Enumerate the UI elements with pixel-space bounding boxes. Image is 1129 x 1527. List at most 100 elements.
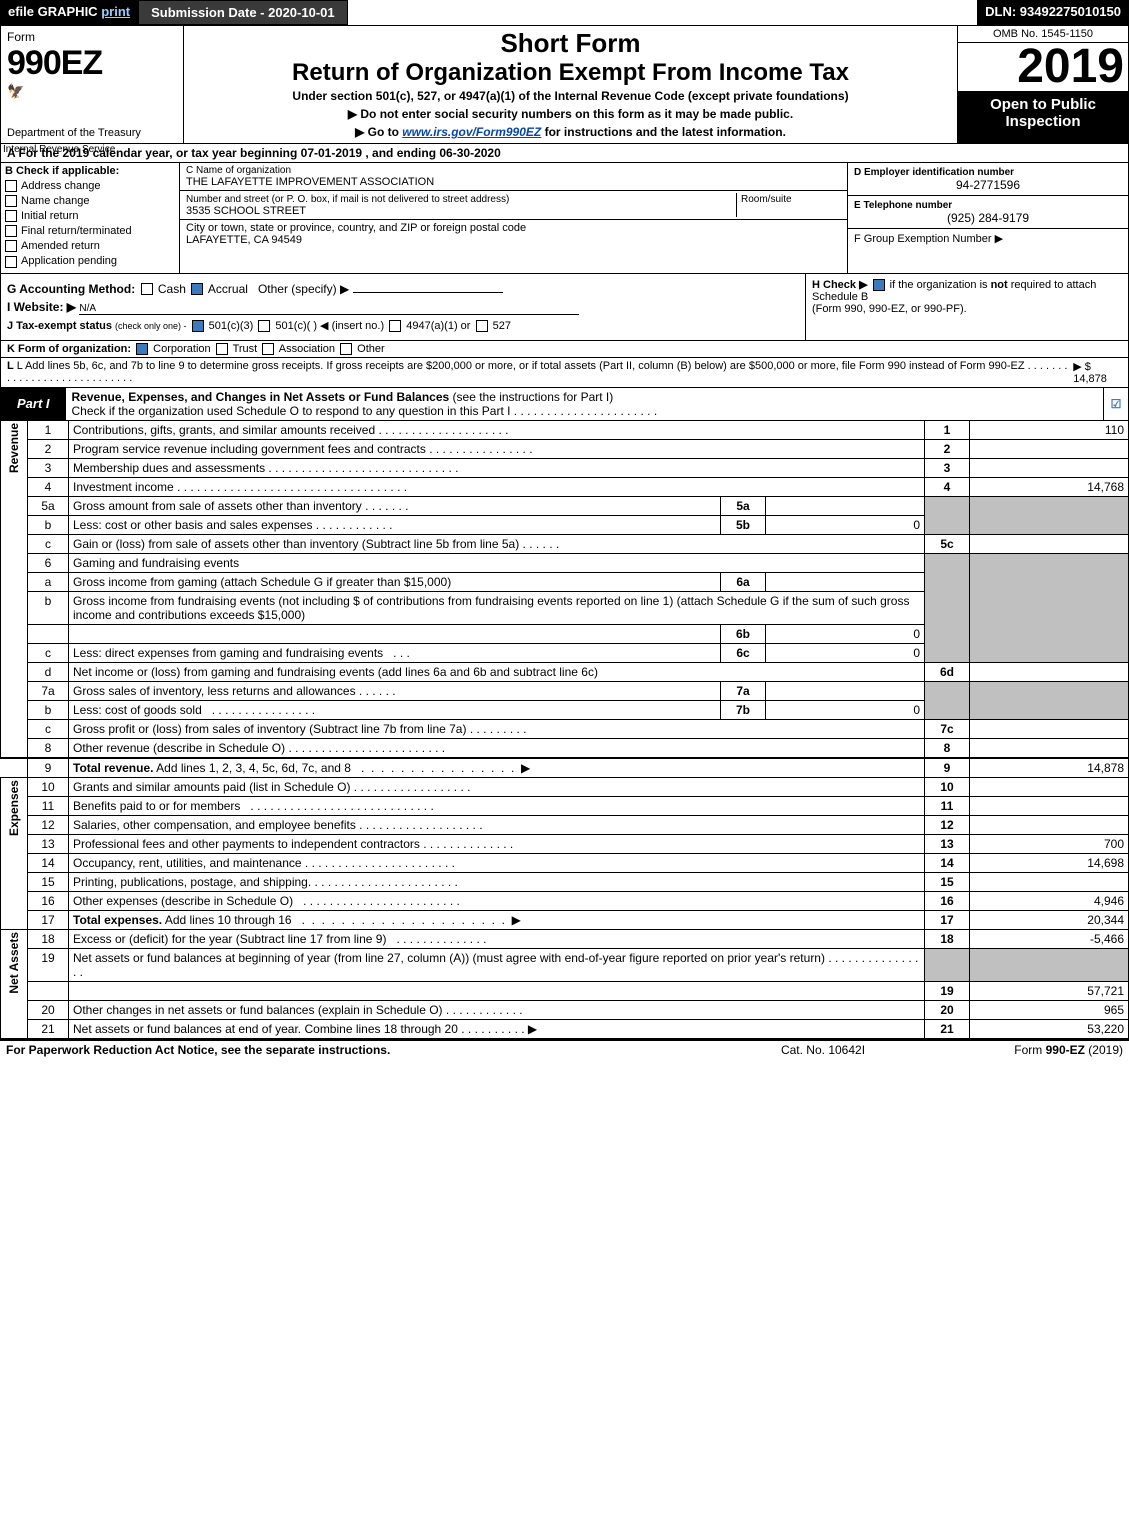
- row-13: 13 Professional fees and other payments …: [1, 834, 1129, 853]
- row-15: 15 Printing, publications, postage, and …: [1, 872, 1129, 891]
- k-label: K Form of organization:: [7, 343, 131, 355]
- l-text: L L Add lines 5b, 6c, and 7b to line 9 t…: [7, 360, 1073, 385]
- r5a-subval: [766, 496, 925, 515]
- city-label: City or town, state or province, country…: [186, 222, 526, 234]
- irs-label: Internal Revenue Service: [3, 145, 115, 155]
- r6b-subno: 6b: [721, 624, 766, 643]
- r5b-subval: 0: [766, 515, 925, 534]
- footer-left: For Paperwork Reduction Act Notice, see …: [6, 1043, 723, 1057]
- r18-colno: 18: [925, 929, 970, 948]
- city-row: City or town, state or province, country…: [180, 220, 847, 273]
- part1-label: Part I: [1, 388, 66, 420]
- g-label: G Accounting Method:: [7, 282, 135, 296]
- r6c-no: c: [28, 643, 69, 662]
- chk-cash[interactable]: [141, 283, 153, 295]
- lbl-other-k: Other: [357, 343, 385, 355]
- lbl-527: 527: [493, 320, 511, 332]
- chk-pending[interactable]: Application pending: [5, 255, 175, 267]
- r12-desc: Salaries, other compensation, and employ…: [69, 815, 925, 834]
- r6c-desc: Less: direct expenses from gaming and fu…: [69, 643, 721, 662]
- org-name-label: C Name of organization: [186, 165, 841, 176]
- r7-grey-val: [970, 681, 1129, 719]
- website-input[interactable]: N/A: [79, 300, 579, 315]
- box-b-heading: B Check if applicable:: [5, 165, 175, 177]
- r7b-subno: 7b: [721, 700, 766, 719]
- r6-grey-val: [970, 553, 1129, 662]
- h-right: H Check ▶ if the organization is not req…: [805, 274, 1128, 340]
- r17-val: 20,344: [970, 910, 1129, 929]
- r8-no: 8: [28, 738, 69, 758]
- r16-no: 16: [28, 891, 69, 910]
- r7b-subval: 0: [766, 700, 925, 719]
- goto-pre: ▶ Go to: [355, 125, 402, 139]
- j-row: J Tax-exempt status (check only one) - 5…: [7, 319, 799, 332]
- short-form: Short Form: [190, 28, 951, 59]
- chk-final[interactable]: Final return/terminated: [5, 225, 175, 237]
- chk-accrual[interactable]: [191, 283, 203, 295]
- r6d-no: d: [28, 662, 69, 681]
- netassets-label: Net Assets: [1, 929, 28, 1038]
- r6b-subval: 0: [766, 624, 925, 643]
- l-line: L L Add lines 5b, 6c, and 7b to line 9 t…: [0, 358, 1129, 388]
- r6a-desc: Gross income from gaming (attach Schedul…: [69, 572, 721, 591]
- chk-4947[interactable]: [389, 320, 401, 332]
- r6b2-no: [28, 624, 69, 643]
- irs-link[interactable]: www.irs.gov/Form990EZ: [402, 125, 541, 139]
- footer-right: Form 990-EZ (2019): [923, 1043, 1123, 1057]
- r5b-no: b: [28, 515, 69, 534]
- chk-other[interactable]: [340, 343, 352, 355]
- row-3: 3 Membership dues and assessments . . . …: [1, 458, 1129, 477]
- r6-no: 6: [28, 553, 69, 572]
- r21-val: 53,220: [970, 1019, 1129, 1038]
- r5c-val: [970, 534, 1129, 553]
- r6a-subno: 6a: [721, 572, 766, 591]
- chk-address[interactable]: Address change: [5, 180, 175, 192]
- top-bar: efile GRAPHIC print Submission Date - 20…: [0, 0, 1129, 25]
- g-row: G Accounting Method: Cash Accrual Other …: [7, 282, 799, 296]
- r20-no: 20: [28, 1000, 69, 1019]
- r16-val: 4,946: [970, 891, 1129, 910]
- part1-checkbox[interactable]: ☑: [1103, 388, 1128, 420]
- r10-desc: Grants and similar amounts paid (list in…: [69, 777, 925, 796]
- chk-name[interactable]: Name change: [5, 195, 175, 207]
- j-note: (check only one) -: [115, 321, 187, 331]
- department: Department of the Treasury: [7, 127, 177, 139]
- print-link[interactable]: print: [101, 4, 130, 19]
- r17-colno: 17: [925, 910, 970, 929]
- row-6: 6 Gaming and fundraising events: [1, 553, 1129, 572]
- row-12: 12 Salaries, other compensation, and emp…: [1, 815, 1129, 834]
- r10-val: [970, 777, 1129, 796]
- chk-initial[interactable]: Initial return: [5, 210, 175, 222]
- chk-501c[interactable]: [258, 320, 270, 332]
- lbl-accrual: Accrual: [208, 282, 248, 296]
- grp-label: F Group Exemption Number ▶: [854, 233, 1003, 245]
- r5c-desc: Gain or (loss) from sale of assets other…: [69, 534, 925, 553]
- r6c-subno: 6c: [721, 643, 766, 662]
- chk-trust[interactable]: [216, 343, 228, 355]
- k-line: K Form of organization: Corporation Trus…: [0, 341, 1129, 358]
- r19-desc: Net assets or fund balances at beginning…: [69, 948, 925, 981]
- r5c-no: c: [28, 534, 69, 553]
- r17-desc: Total expenses. Add lines 10 through 16 …: [69, 910, 925, 929]
- r7a-subno: 7a: [721, 681, 766, 700]
- r7a-desc: Gross sales of inventory, less returns a…: [69, 681, 721, 700]
- chk-h[interactable]: [873, 279, 885, 291]
- chk-501c3[interactable]: [192, 320, 204, 332]
- other-input[interactable]: [353, 292, 503, 293]
- r10-no: 10: [28, 777, 69, 796]
- chk-corp[interactable]: [136, 343, 148, 355]
- efile-label: efile GRAPHIC print: [0, 0, 138, 25]
- r4-val: 14,768: [970, 477, 1129, 496]
- chk-amended[interactable]: Amended return: [5, 240, 175, 252]
- dln-label: DLN: 93492275010150: [977, 0, 1129, 25]
- gh-block: G Accounting Method: Cash Accrual Other …: [0, 274, 1129, 341]
- r14-desc: Occupancy, rent, utilities, and maintena…: [69, 853, 925, 872]
- r8-desc: Other revenue (describe in Schedule O) .…: [69, 738, 925, 758]
- part1-note: (see the instructions for Part I): [449, 390, 613, 404]
- r6d-desc: Net income or (loss) from gaming and fun…: [69, 662, 925, 681]
- chk-527[interactable]: [476, 320, 488, 332]
- lbl-4947: 4947(a)(1) or: [406, 320, 470, 332]
- lbl-corp: Corporation: [153, 343, 210, 355]
- r14-no: 14: [28, 853, 69, 872]
- chk-assoc[interactable]: [262, 343, 274, 355]
